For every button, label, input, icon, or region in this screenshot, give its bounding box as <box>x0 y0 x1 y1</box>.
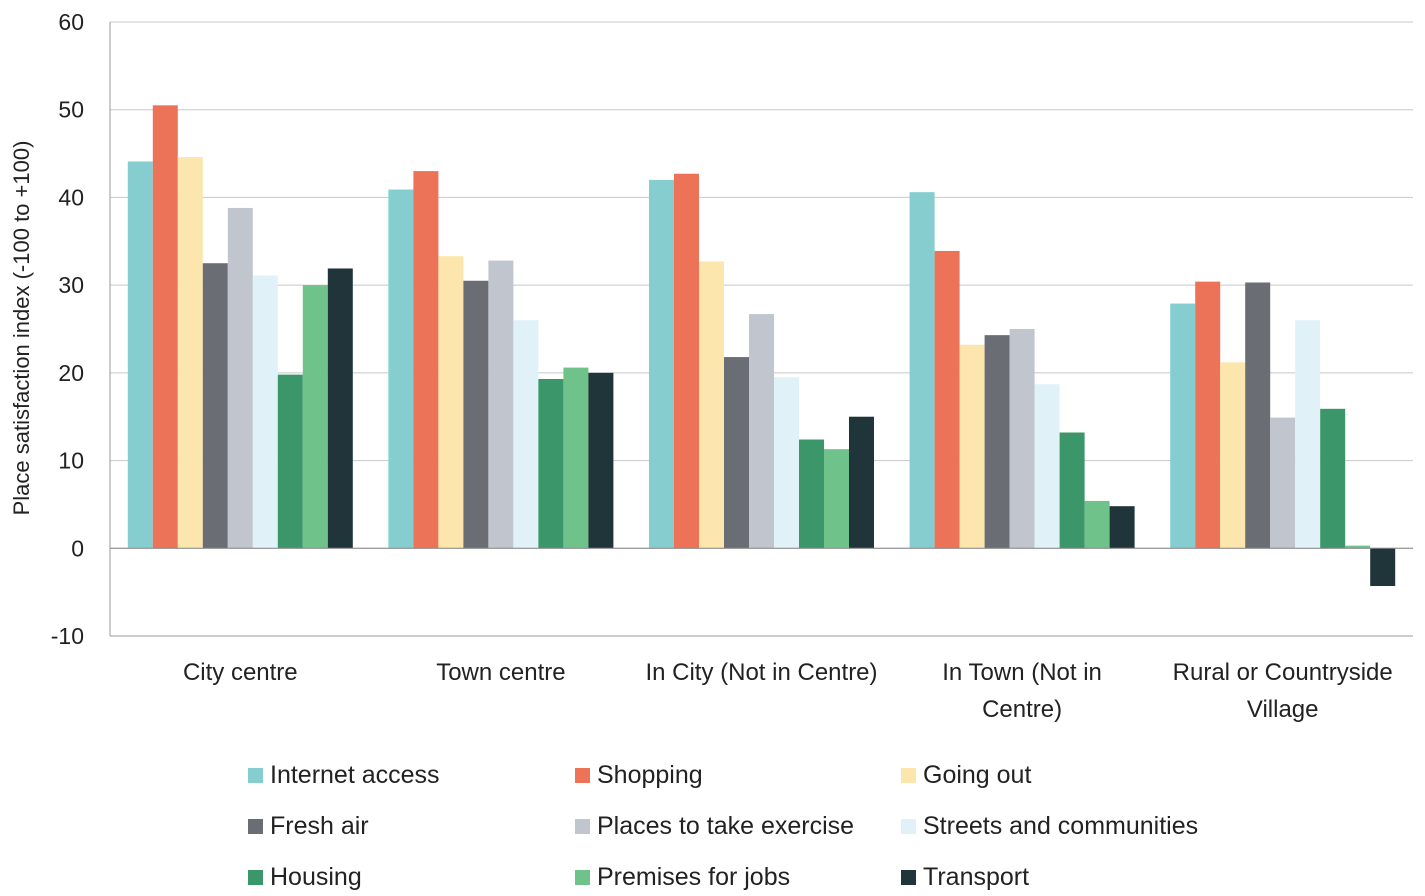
bar <box>513 320 539 549</box>
bar <box>824 449 849 549</box>
legend-item: Transport <box>901 863 1029 892</box>
legend-swatch <box>248 819 263 834</box>
y-axis-label: Place satisfaction index (-100 to +100) <box>9 141 34 516</box>
legend-item: Places to take exercise <box>575 812 854 841</box>
bar <box>959 344 985 549</box>
bar <box>699 261 724 549</box>
bar <box>1270 417 1296 549</box>
legend-swatch <box>575 819 590 834</box>
legend-item: Premises for jobs <box>575 863 790 892</box>
legend-label: Places to take exercise <box>597 812 855 840</box>
x-category-label: Centre) <box>982 696 1062 723</box>
bar <box>463 280 489 549</box>
legend-swatch <box>248 768 263 783</box>
legend-swatch <box>901 819 916 834</box>
bar <box>1009 329 1035 549</box>
legend-item: Going out <box>901 761 1031 790</box>
x-category-label: In Town (Not in <box>942 659 1102 686</box>
bar <box>1034 384 1060 549</box>
y-tick-label: -10 <box>51 623 84 649</box>
bar <box>1370 548 1396 587</box>
bar <box>1345 545 1371 549</box>
x-category-label: Town centre <box>436 659 565 686</box>
legend-item: Streets and communities <box>901 812 1198 841</box>
bar <box>1109 506 1135 549</box>
bar <box>909 192 935 549</box>
bar <box>1220 362 1246 549</box>
bar <box>774 377 799 549</box>
y-tick-label: 20 <box>58 360 84 386</box>
bar <box>227 207 253 549</box>
bar <box>327 268 353 549</box>
bar <box>849 416 874 549</box>
x-axis-categories: City centre Town centre In City (Not in Ce… <box>183 659 1393 723</box>
x-category-label: In City (Not in Centre) <box>645 659 877 686</box>
bar <box>563 367 589 549</box>
bar <box>749 314 774 549</box>
bar <box>488 260 514 549</box>
y-axis-ticks: 60 50 40 30 20 10 0 -10 <box>51 9 84 649</box>
bar <box>1084 500 1110 549</box>
bar <box>724 357 749 549</box>
legend-swatch <box>901 870 916 885</box>
legend-label: Streets and communities <box>923 812 1199 840</box>
legend-label: Fresh air <box>270 812 369 840</box>
bar <box>649 179 674 549</box>
legend-label: Shopping <box>597 761 703 789</box>
y-tick-label: 50 <box>58 97 84 123</box>
axes <box>109 22 1413 637</box>
bar <box>1245 282 1271 549</box>
bar <box>984 335 1010 549</box>
bar <box>1059 432 1085 549</box>
bar <box>1295 320 1321 549</box>
legend-label: Premises for jobs <box>597 863 791 891</box>
bar <box>277 374 303 549</box>
x-category-label: Rural or Countryside <box>1173 659 1393 686</box>
legend-item: Shopping <box>575 761 703 790</box>
bar <box>538 378 564 549</box>
bar <box>152 105 178 549</box>
bar <box>302 285 328 549</box>
bar <box>674 173 699 549</box>
bar <box>127 161 153 549</box>
bar <box>1320 408 1346 549</box>
bar <box>413 171 439 549</box>
y-tick-label: 0 <box>71 535 84 561</box>
legend-swatch <box>248 870 263 885</box>
legend-label: Housing <box>270 863 362 891</box>
bar <box>1170 303 1196 549</box>
y-tick-label: 30 <box>58 272 84 298</box>
y-tick-label: 60 <box>58 9 84 35</box>
y-tick-label: 40 <box>58 184 84 210</box>
legend-swatch <box>575 870 590 885</box>
bar <box>438 256 464 549</box>
bar <box>799 439 824 549</box>
legend-item: Housing <box>248 863 362 892</box>
x-category-label: Village <box>1247 696 1319 723</box>
legend-item: Fresh air <box>248 812 369 841</box>
bars <box>127 105 1396 587</box>
legend-swatch <box>575 768 590 783</box>
legend-swatch <box>901 768 916 783</box>
bar <box>388 189 414 549</box>
y-tick-label: 10 <box>58 448 84 474</box>
bar <box>202 263 228 549</box>
legend-label: Going out <box>923 761 1032 789</box>
bar <box>177 157 203 549</box>
bar <box>252 275 278 549</box>
legend-item: Internet access <box>248 761 440 790</box>
bar <box>588 372 614 549</box>
x-category-label: City centre <box>183 659 298 686</box>
bar <box>1195 281 1221 549</box>
legend-label: Transport <box>923 863 1030 891</box>
bar <box>934 250 960 549</box>
legend-label: Internet access <box>270 761 440 789</box>
